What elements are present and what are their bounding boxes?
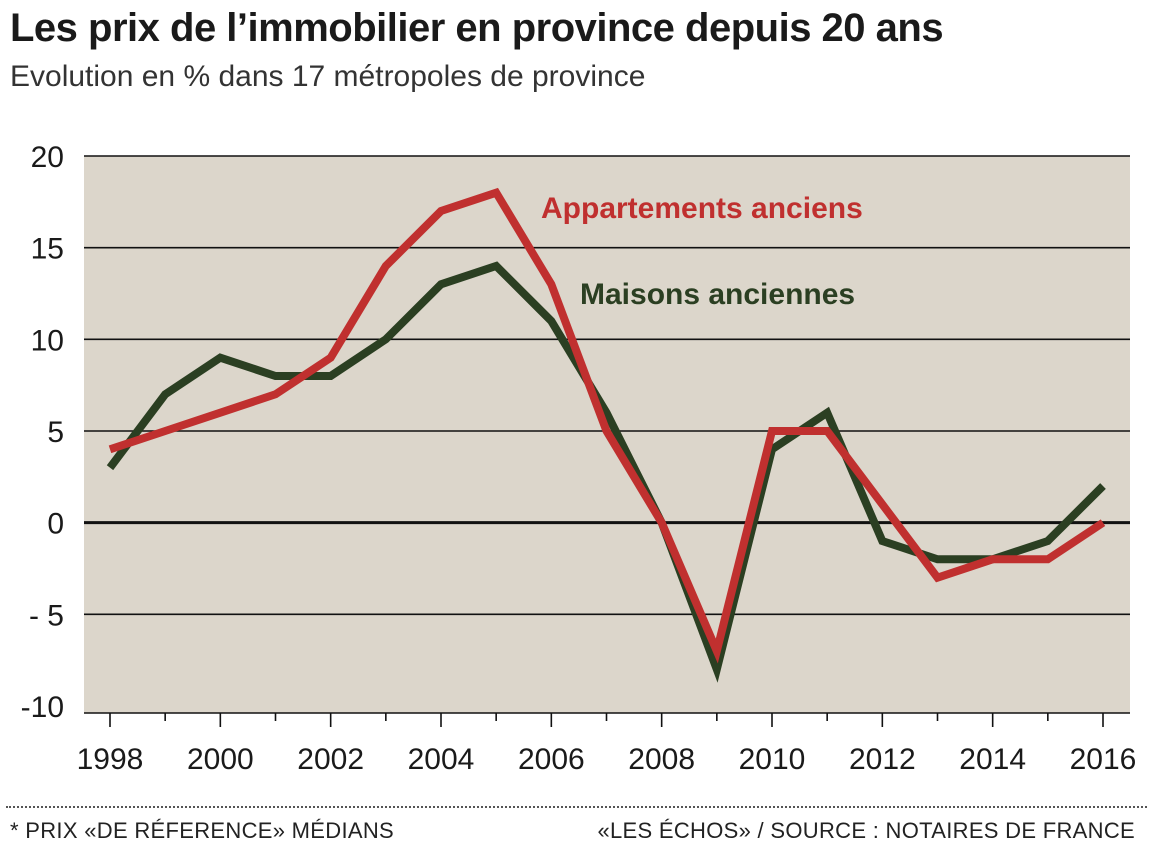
x-tick-label: 2008 xyxy=(628,743,695,776)
y-tick-label: 15 xyxy=(31,233,64,266)
x-tick-label: 2002 xyxy=(297,743,364,776)
line-chart: 20 15 10 5 0 - 5 -10 1998 2000 2002 2004 2006 2008 20… xyxy=(21,141,1137,776)
y-tick-label: 20 xyxy=(31,141,64,174)
apartments-series-line xyxy=(108,187,1106,664)
apartments-series-label: Appartements anciens xyxy=(541,192,863,225)
x-tick-label: 2004 xyxy=(408,743,475,776)
x-tick-label: 2014 xyxy=(959,743,1026,776)
y-tick-label: 10 xyxy=(31,324,64,357)
source-credit: «LES ÉCHOS» / SOURCE : NOTAIRES DE FRANC… xyxy=(597,818,1135,843)
chart-title: Les prix de l’immobilier en province dep… xyxy=(10,6,944,50)
x-tick-label: 2016 xyxy=(1070,743,1137,776)
x-tick-label: 2006 xyxy=(518,743,585,776)
houses-series-label: Maisons anciennes xyxy=(580,278,855,311)
x-tick-label: 2012 xyxy=(849,743,916,776)
chart-subtitle: Evolution en % dans 17 métropoles de pro… xyxy=(10,60,646,93)
y-tick-label: - 5 xyxy=(29,599,64,632)
x-tick-label: 1998 xyxy=(77,743,144,776)
y-tick-label: -10 xyxy=(21,691,64,724)
y-tick-label: 5 xyxy=(47,416,64,449)
houses-series-line xyxy=(106,261,1106,683)
footnote: * PRIX «DE RÉFERENCE» MÉDIANS xyxy=(10,818,395,843)
footer-divider xyxy=(6,806,1147,808)
y-tick-label: 0 xyxy=(47,508,64,541)
x-tick-label: 2000 xyxy=(187,743,254,776)
x-tick-label: 2010 xyxy=(739,743,806,776)
